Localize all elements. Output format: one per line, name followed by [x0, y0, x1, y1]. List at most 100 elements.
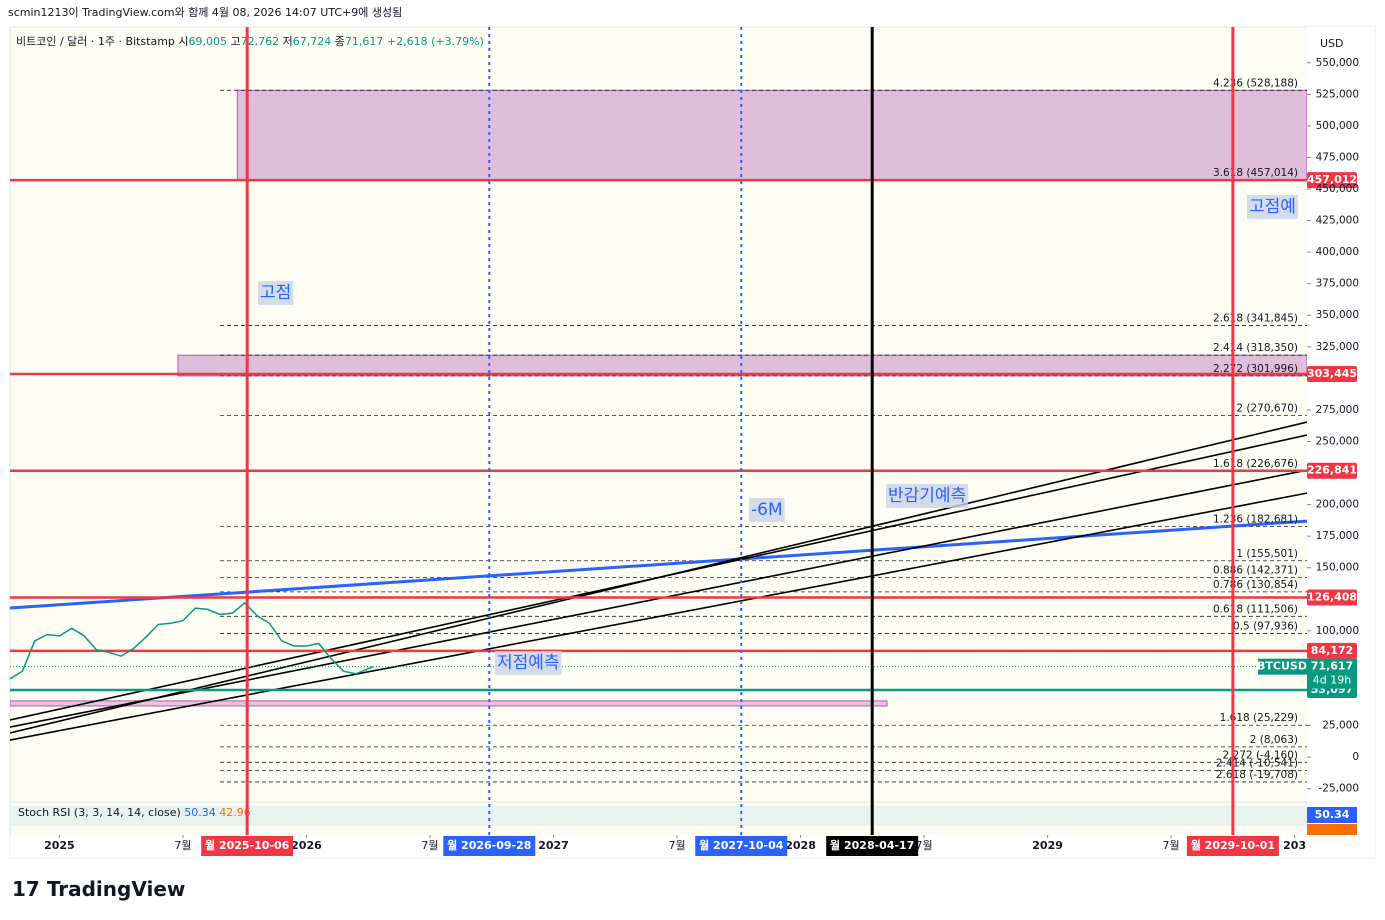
last-price-name: BTCUSD	[1257, 660, 1307, 673]
date-tag	[201, 836, 294, 856]
k-tag-label: 50.34	[1315, 808, 1350, 821]
price-tag-label: 126,408	[1307, 591, 1357, 604]
fib-label: 1.618 (226,676)	[1213, 458, 1298, 470]
symbol-name: 비트코인 / 달러 · 1주 · Bitstamp	[16, 35, 175, 48]
zone	[177, 354, 1307, 377]
y-tick-label: 325,000	[1316, 341, 1359, 353]
currency: USD	[1320, 37, 1344, 50]
fib-label: 2.414 (-10,541)	[1216, 757, 1298, 769]
zone	[10, 700, 888, 707]
price-tag	[1307, 366, 1357, 383]
price-axis	[1307, 27, 1375, 858]
fib-label: 3.618 (457,014)	[1213, 167, 1298, 179]
change: +2,618 (+3.79%)	[387, 35, 484, 48]
time-axis	[10, 835, 1307, 858]
fib-label: 4.236 (528,188)	[1213, 77, 1298, 89]
x-tick-label: 7월	[174, 839, 191, 852]
d-value: 42.96	[219, 806, 251, 819]
annotation: 저점예측	[497, 653, 560, 673]
x-tick-label: 7월	[1163, 839, 1180, 852]
annotation-bg	[258, 281, 294, 305]
last-price-name-box	[1258, 658, 1307, 675]
y-tick-label: 275,000	[1316, 404, 1359, 416]
annotation-bg	[886, 484, 969, 508]
y-tick-label: 400,000	[1316, 246, 1359, 258]
annotation-bg	[1247, 195, 1298, 219]
y-tick-label: 475,000	[1316, 151, 1359, 163]
y-tick-label: 350,000	[1316, 309, 1359, 321]
fib-label: 2 (8,063)	[1250, 734, 1298, 746]
y-tick-label: 500,000	[1316, 120, 1359, 132]
date-tag-label: 월 2025-10-06	[205, 838, 290, 852]
logo-mark: 𝟭𝟳	[12, 877, 40, 901]
y-tick-label: 250,000	[1316, 435, 1359, 447]
fib-label: 0.5 (97,936)	[1233, 620, 1298, 632]
trend-line	[10, 519, 1307, 610]
indicator-name: Stoch RSI (3, 3, 14, 14, close)	[18, 806, 181, 819]
footer-logo: 𝟭𝟳 TradingView	[12, 877, 185, 901]
fib-label: 2.414 (318,350)	[1213, 342, 1298, 354]
fib-label: 2 (270,670)	[1236, 402, 1298, 414]
annotation: 고점예	[1249, 197, 1296, 217]
x-tick-label: 2026	[291, 839, 322, 852]
price-tag-label: 303,445	[1307, 367, 1357, 380]
price-tag-label: 226,841	[1307, 464, 1357, 477]
y-tick-label: 25,000	[1322, 720, 1359, 732]
price-path	[10, 602, 374, 680]
y-tick-label: 375,000	[1316, 278, 1359, 290]
x-tick-label: 7월	[421, 839, 438, 852]
x-tick-label: 2028	[785, 839, 816, 852]
high-label: 고	[231, 35, 241, 48]
low-label: 저	[283, 35, 293, 48]
plot	[10, 89, 1307, 783]
fib-label: 1.236 (182,681)	[1213, 513, 1298, 525]
indicator-line: Stoch RSI (3, 3, 14, 14, close) 50.34 42…	[18, 806, 251, 819]
x-tick-label: 2029	[1032, 839, 1063, 852]
date-tag	[826, 836, 919, 856]
y-tick-label: 425,000	[1316, 215, 1359, 227]
y-tick-label: -25,000	[1318, 783, 1359, 795]
date-tag-label: 월 2026-09-28	[447, 838, 531, 852]
y-tick-label: 150,000	[1316, 562, 1359, 574]
date-tag-label: 월 2028-04-17	[830, 838, 914, 852]
close-label: 종	[335, 35, 345, 48]
price-tag	[1307, 172, 1357, 189]
trend-line	[10, 492, 1307, 741]
price-tag	[1307, 642, 1357, 659]
date-tag	[695, 836, 788, 856]
y-tick-label: 550,000	[1316, 57, 1359, 69]
logo-text: TradingView	[47, 877, 186, 901]
trend-line	[10, 421, 1307, 734]
price-tag-label: 457,012	[1307, 173, 1357, 186]
low: 67,724	[293, 35, 332, 48]
y-tick-label: 200,000	[1316, 499, 1359, 511]
x-tick-label: 203	[1283, 839, 1306, 852]
stoch-band	[10, 806, 1307, 826]
x-tick-label: 2027	[538, 839, 569, 852]
date-tag	[443, 836, 536, 856]
annotation: 고점	[260, 283, 291, 303]
fib-label: 0.618 (111,506)	[1213, 603, 1298, 615]
fib-label: 2.272 (-4,160)	[1223, 749, 1298, 761]
fib-label: 2.618 (-19,708)	[1216, 769, 1298, 781]
open-label: 시	[178, 35, 188, 48]
symbol-line: 비트코인 / 달러 · 1주 · Bitstamp 시69,005 고72,76…	[16, 35, 484, 48]
date-tag-label: 월 2027-10-04	[699, 838, 784, 852]
fib-label: 1 (155,501)	[1236, 548, 1298, 560]
fib-label: 0.786 (130,854)	[1213, 579, 1298, 591]
close: 71,617	[345, 35, 384, 48]
caption: scmin1213이 TradingView.com와 함께 4월 08, 20…	[8, 6, 402, 19]
k-tag	[1307, 807, 1357, 823]
y-tick-label: 100,000	[1316, 625, 1359, 637]
x-tick-label: 7월	[668, 839, 685, 852]
fib-label: 1.618 (25,229)	[1220, 712, 1298, 724]
fib-label: 0.886 (142,371)	[1213, 564, 1298, 576]
y-tick-label: 175,000	[1316, 530, 1359, 542]
open: 69,005	[189, 35, 228, 48]
k-value: 50.34	[184, 806, 216, 819]
annotation: -6M	[751, 500, 783, 520]
annotation-bg	[495, 651, 562, 675]
x-tick-label: 7월	[916, 839, 933, 852]
price-tag	[1307, 462, 1357, 479]
